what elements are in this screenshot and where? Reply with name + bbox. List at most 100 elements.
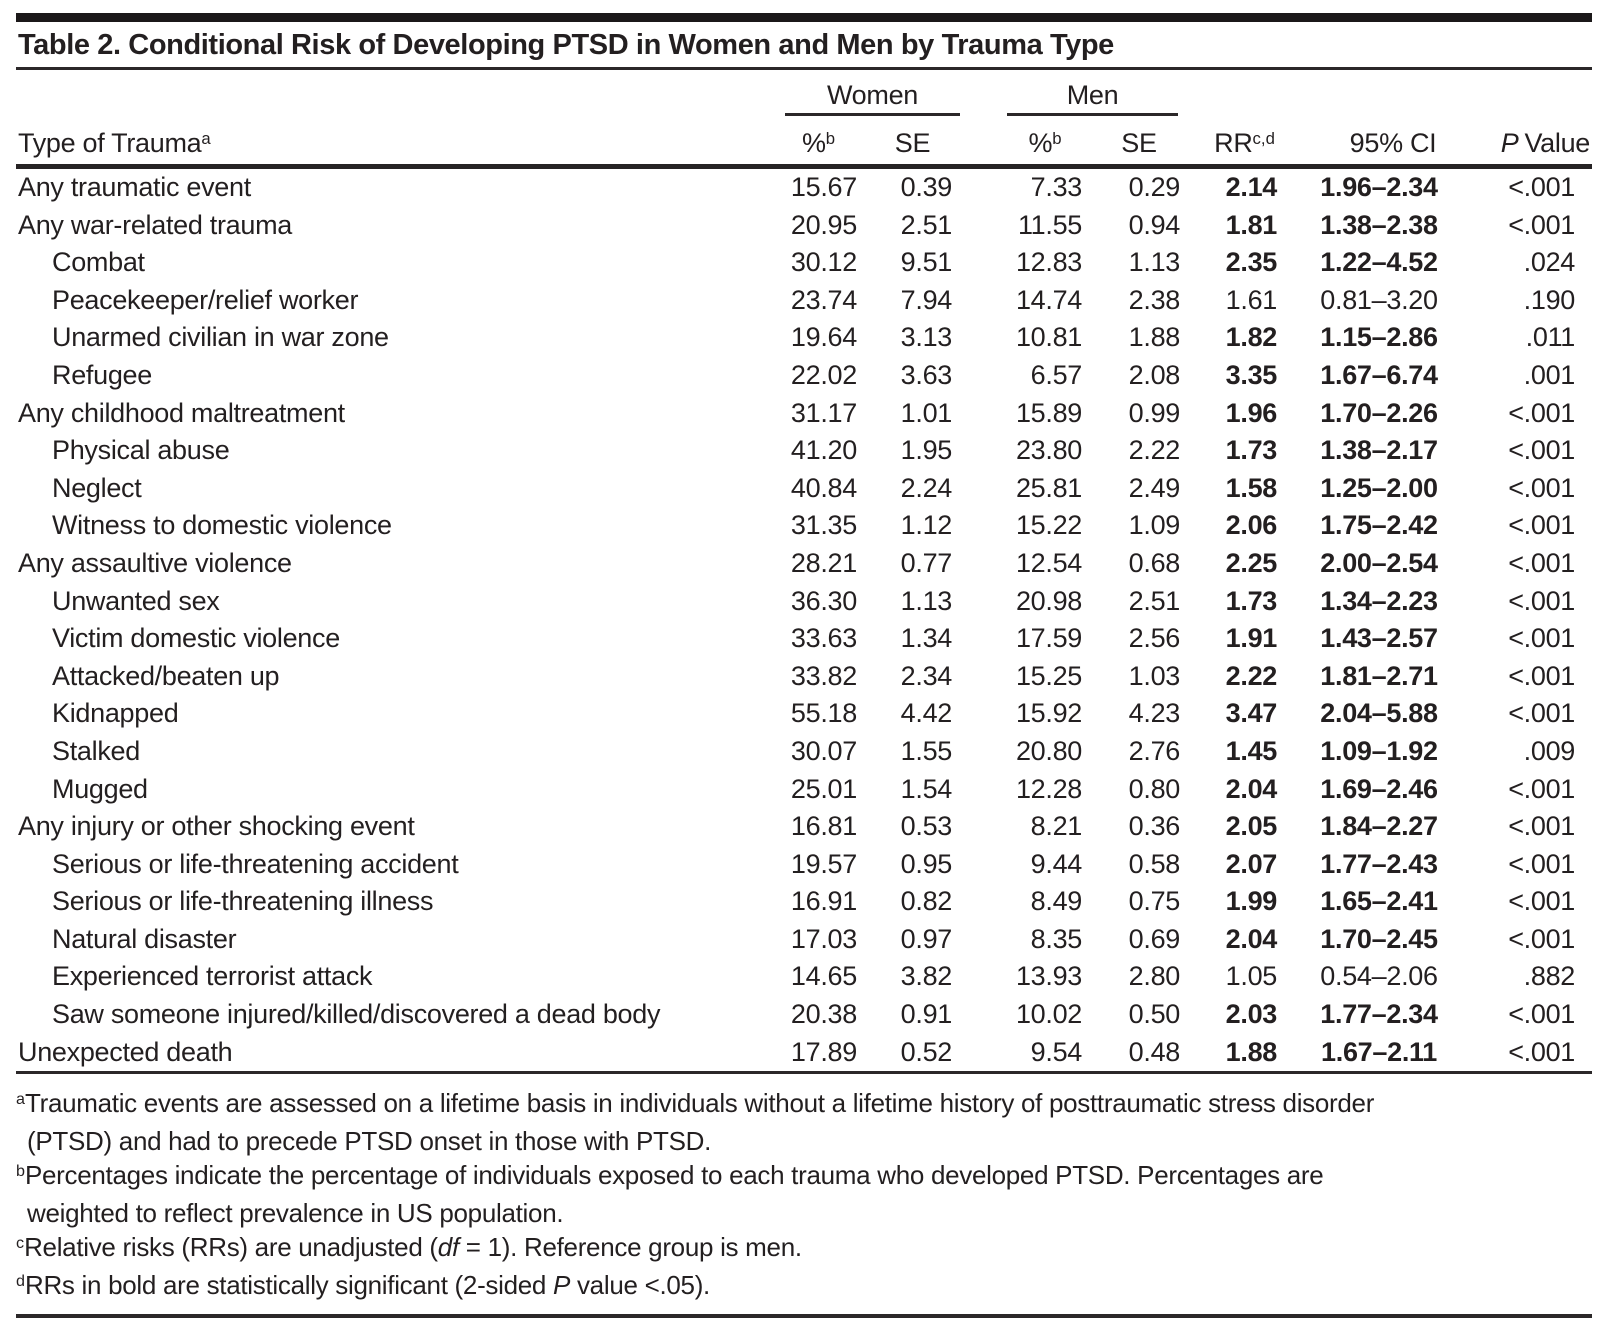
trauma-type-cell: Serious or life-threatening accident <box>52 848 459 879</box>
rr-cell: 2.03 <box>1225 999 1278 1030</box>
women-se-cell: 0.97 <box>900 923 953 954</box>
men-pct-cell: 14.74 <box>1015 284 1083 315</box>
women-se-cell: 2.51 <box>900 209 953 240</box>
p-value-cell: <.001 <box>1508 848 1576 879</box>
p-value-cell: <.001 <box>1508 999 1576 1030</box>
women-pct-cell: 41.20 <box>790 435 857 466</box>
men-pct-cell: 25.81 <box>1015 472 1083 503</box>
rr-cell: 1.73 <box>1225 585 1278 616</box>
p-value-cell: <.001 <box>1473 1033 1593 1075</box>
table-row: Experienced terrorist attack 14.65 3.82 13.… <box>16 958 1592 996</box>
rr-cell: 2.25 <box>1225 547 1278 578</box>
women-se-cell: 3.13 <box>900 322 953 353</box>
rr-cell: 2.05 <box>1225 811 1278 842</box>
ci-cell: 1.70–2.26 <box>1320 397 1438 428</box>
women-pct-cell: 55.18 <box>790 698 857 729</box>
women-pct-cell: 17.89 <box>772 1033 865 1075</box>
p-value-cell: .009 <box>1523 735 1576 766</box>
men-se-cell: 1.09 <box>1128 510 1181 541</box>
men-pct-cell: 15.92 <box>1015 698 1083 729</box>
footnote-c: cRelative risks (RRs) are unadjusted (df… <box>16 1232 802 1263</box>
table-row: Saw someone injured/killed/discovered a … <box>16 996 1592 1034</box>
trauma-type-cell: Any war-related trauma <box>18 209 293 240</box>
rr-cell: 2.04 <box>1225 773 1278 804</box>
men-pct-cell: 15.22 <box>1015 510 1083 541</box>
rr-cell: 2.04 <box>1225 923 1278 954</box>
trauma-type-cell: Unexpected death <box>16 1033 772 1075</box>
women-se-cell: 9.51 <box>900 247 953 278</box>
table-row: Any assaultive violence 28.21 0.77 12.54 0.6… <box>16 545 1592 583</box>
table-row: Any childhood maltreatment 31.17 1.01 15.89… <box>16 395 1592 433</box>
women-se-cell: 1.34 <box>900 623 953 654</box>
ci-cell: 0.54–2.06 <box>1320 961 1438 992</box>
column-header-ci: 95% CI <box>1285 116 1474 169</box>
rr-cell: 1.45 <box>1225 735 1278 766</box>
men-pct-cell: 17.59 <box>1015 623 1083 654</box>
women-se-cell: 3.63 <box>900 359 953 390</box>
column-header-men-pct: %b <box>960 116 1091 169</box>
ci-cell: 1.67–2.11 <box>1285 1033 1474 1075</box>
women-pct-cell: 31.35 <box>790 510 857 541</box>
women-pct-cell: 33.82 <box>790 660 857 691</box>
ci-cell: 1.09–1.92 <box>1320 735 1438 766</box>
men-pct-cell: 12.54 <box>1015 547 1083 578</box>
men-pct-cell: 11.55 <box>1017 209 1083 240</box>
men-se-cell: 2.38 <box>1128 284 1181 315</box>
women-pct-cell: 17.03 <box>790 923 857 954</box>
men-pct-cell: 20.98 <box>1015 585 1083 616</box>
women-pct-cell: 30.12 <box>790 247 857 278</box>
women-se-cell: 0.39 <box>900 172 953 202</box>
women-se-cell: 2.24 <box>900 472 953 503</box>
p-value-cell: <.001 <box>1508 472 1576 503</box>
group-header-men: Men <box>960 70 1188 116</box>
trauma-type-cell: Refugee <box>52 359 152 390</box>
p-value-cell: <.001 <box>1508 547 1576 578</box>
women-pct-cell: 33.63 <box>790 623 857 654</box>
table-row: Witness to domestic violence 31.35 1.12 15.… <box>16 507 1592 545</box>
women-se-cell: 0.95 <box>900 848 953 879</box>
trauma-type-cell: Unarmed civilian in war zone <box>52 322 389 353</box>
ci-cell: 1.38–2.38 <box>1320 209 1438 240</box>
women-pct-cell: 14.65 <box>790 961 857 992</box>
rr-cell: 2.07 <box>1225 848 1278 879</box>
rr-cell: 1.91 <box>1225 623 1278 654</box>
women-se-cell: 3.82 <box>900 961 953 992</box>
table-row: Any war-related trauma 20.95 2.51 11.55 0.94… <box>16 207 1592 245</box>
rr-cell: 1.88 <box>1188 1033 1286 1075</box>
trauma-type-cell: Serious or life-threatening illness <box>52 886 434 917</box>
men-pct-cell: 8.49 <box>1030 886 1083 917</box>
table-row: Serious or life-threatening accident 19.5… <box>16 846 1592 884</box>
trauma-type-cell: Any assaultive violence <box>18 547 292 578</box>
women-se-cell: 7.94 <box>900 284 953 315</box>
men-se-cell: 0.99 <box>1128 397 1181 428</box>
footnote-b: bPercentages indicate the percentage of … <box>16 1160 1324 1229</box>
table-row: Unwanted sex 36.30 1.13 20.98 2.51 1.73 1.34–2… <box>16 583 1592 621</box>
men-pct-cell: 13.93 <box>1015 961 1083 992</box>
table-row: Combat 30.12 9.51 12.83 1.13 2.35 1.22–4.52 .02… <box>16 244 1592 282</box>
rr-cell: 1.58 <box>1225 472 1278 503</box>
men-pct-cell: 20.80 <box>1015 735 1083 766</box>
women-se-cell: 0.91 <box>900 999 953 1030</box>
trauma-type-cell: Victim domestic violence <box>52 623 340 654</box>
ci-cell: 1.65–2.41 <box>1320 886 1438 917</box>
women-pct-cell: 16.91 <box>790 886 857 917</box>
trauma-type-cell: Saw someone injured/killed/discovered a … <box>52 999 661 1030</box>
women-se-cell: 1.12 <box>900 510 953 541</box>
rr-cell: 1.81 <box>1225 209 1278 240</box>
women-se-cell: 1.13 <box>900 585 953 616</box>
women-se-cell: 1.95 <box>900 435 953 466</box>
group-header-spacer <box>1188 70 1592 116</box>
trauma-type-cell: Any injury or other shocking event <box>18 811 415 842</box>
men-pct-cell: 8.21 <box>1030 811 1083 842</box>
table-row: Stalked 30.07 1.55 20.80 2.76 1.45 1.09–1.92 .0… <box>16 733 1592 771</box>
men-pct-cell: 15.89 <box>1015 397 1083 428</box>
ci-cell: 1.70–2.45 <box>1320 923 1438 954</box>
p-value-cell: .001 <box>1523 359 1576 390</box>
group-header-women: Women <box>772 70 961 116</box>
p-value-cell: <.001 <box>1508 172 1576 202</box>
p-value-cell: <.001 <box>1508 923 1576 954</box>
ci-cell: 1.22–4.52 <box>1320 247 1438 278</box>
table-row: Kidnapped 55.18 4.42 15.92 4.23 3.47 2.04–5.88… <box>16 695 1592 733</box>
rr-cell: 1.61 <box>1225 284 1278 315</box>
table-row: Natural disaster 17.03 0.97 8.35 0.69 2.04 1.7… <box>16 921 1592 959</box>
